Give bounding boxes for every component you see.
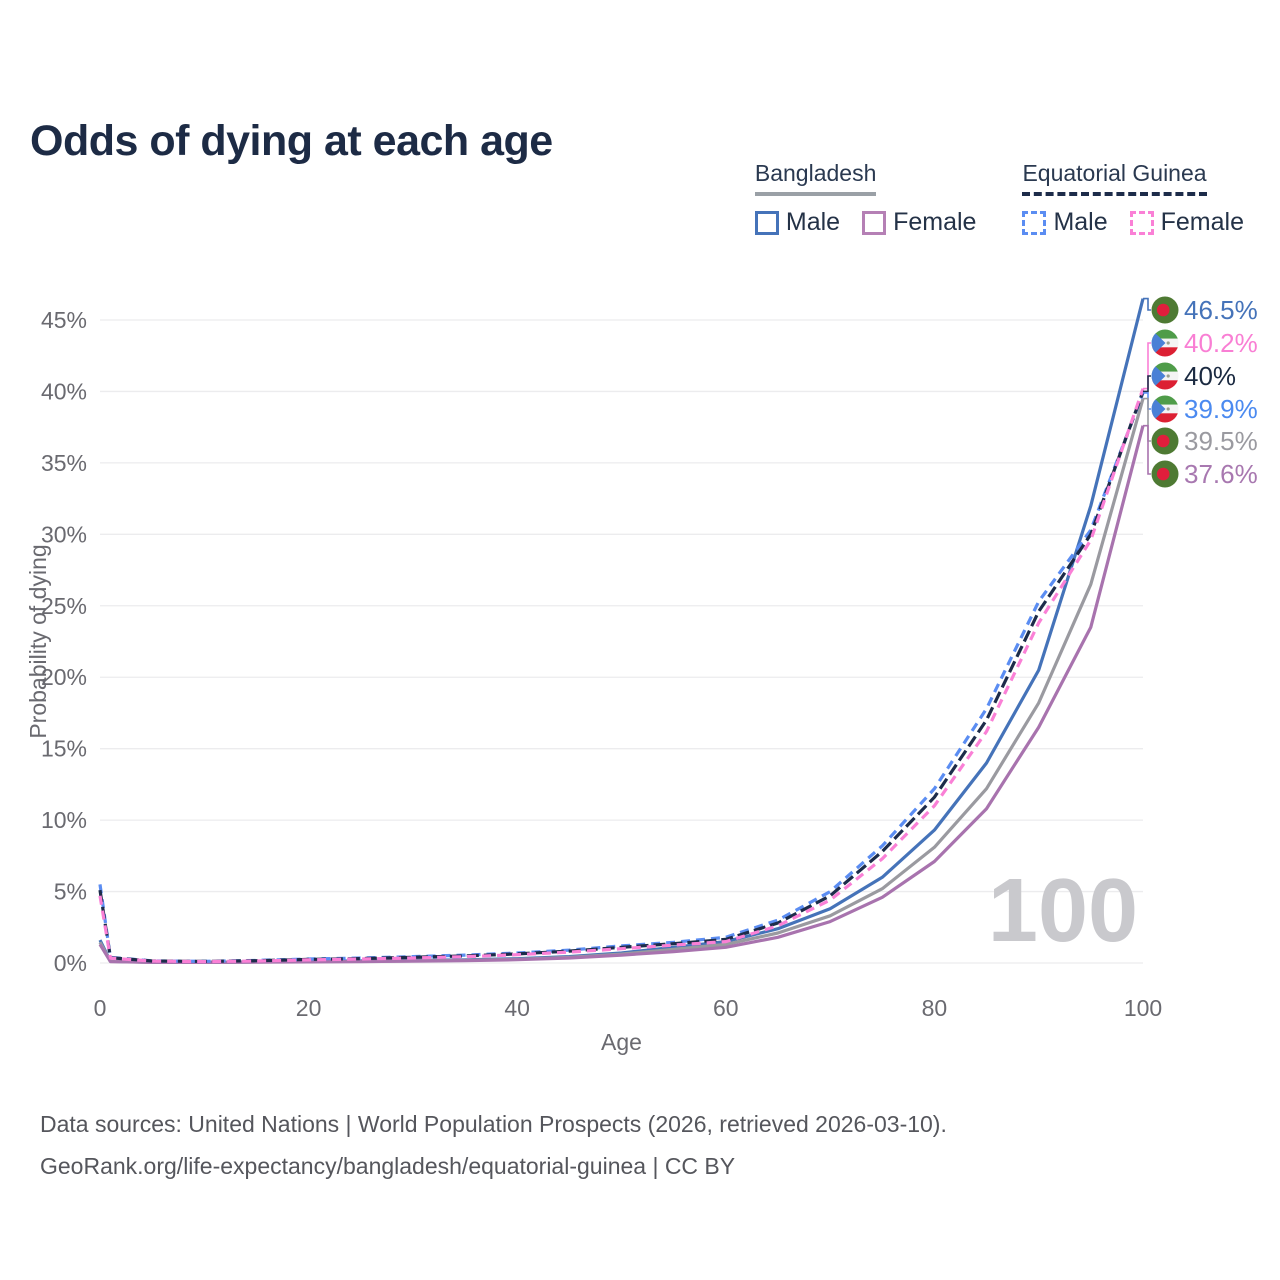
legend-group-bangladesh: Bangladesh Male Female [754, 160, 976, 237]
legend-item-bangladesh-male[interactable]: Male [754, 208, 841, 237]
x-tick-label: 80 [922, 995, 948, 1021]
checkbox-equatorial-guinea-male[interactable] [1022, 210, 1047, 235]
end-label-bd_all: 39.5% [1184, 426, 1258, 456]
legend-heading-equatorial-guinea: Equatorial Guinea [1022, 160, 1207, 196]
hovered-age-watermark: 100 [988, 861, 1138, 961]
end-label-bd_female: 37.6% [1184, 459, 1258, 489]
page-title: Odds of dying at each age [30, 116, 553, 165]
source-attribution: Data sources: United Nations | World Pop… [40, 1103, 947, 1187]
legend-label-equatorial-guinea-female: Female [1160, 208, 1244, 236]
x-tick-label: 60 [713, 995, 739, 1021]
bangladesh-flag-icon [1151, 427, 1179, 455]
legend-label-bangladesh-male: Male [785, 208, 841, 236]
bangladesh-flag-icon [1151, 460, 1179, 488]
legend-group-equatorial-guinea: Equatorial Guinea Male Female [1022, 160, 1244, 237]
series-line-eg_female[interactable] [98, 388, 1145, 964]
x-tick-label: 0 [94, 995, 107, 1021]
equatorial-guinea-flag-icon [1151, 329, 1179, 357]
end-label-eg_male: 39.9% [1184, 394, 1258, 424]
license-line: GeoRank.org/life-expectancy/bangladesh/e… [40, 1153, 736, 1179]
x-tick-label: 100 [1124, 995, 1162, 1021]
series-line-bd_female[interactable] [98, 425, 1145, 965]
y-tick-label: 25% [41, 593, 87, 619]
y-tick-label: 40% [41, 378, 87, 404]
series-line-bd_male[interactable] [98, 298, 1145, 964]
y-axis-title: Probability of dying [25, 544, 51, 738]
legend-item-bangladesh-female[interactable]: Female [862, 208, 976, 237]
end-label-eg_female: 40.2% [1184, 328, 1258, 358]
checkbox-bangladesh-male[interactable] [754, 210, 779, 235]
equatorial-guinea-flag-icon [1151, 362, 1179, 390]
label-connector-eg_all [1143, 375, 1151, 393]
series-line-bd_all[interactable] [98, 398, 1145, 965]
end-label-bd_male: 46.5% [1184, 295, 1258, 325]
label-connector-bd_male [1143, 297, 1151, 311]
checkbox-bangladesh-female[interactable] [862, 210, 887, 235]
legend-items-bangladesh: Male Female [754, 208, 976, 237]
series-line-eg_all[interactable] [98, 390, 1145, 964]
x-axis-title: Age [601, 1029, 642, 1055]
label-connector-bd_all [1143, 397, 1151, 442]
x-tick-label: 20 [296, 995, 322, 1021]
data-sources-line: Data sources: United Nations | World Pop… [40, 1111, 947, 1137]
checkbox-equatorial-guinea-female[interactable] [1129, 210, 1154, 235]
y-tick-label: 10% [41, 807, 87, 833]
legend: Bangladesh Male Female Equatorial Guinea… [754, 160, 1244, 237]
y-tick-label: 15% [41, 736, 87, 762]
label-connector-bd_female [1143, 424, 1151, 475]
x-tick-label: 40 [504, 995, 530, 1021]
y-tick-label: 0% [54, 950, 87, 976]
legend-heading-bangladesh: Bangladesh [754, 160, 877, 196]
legend-item-equatorial-guinea-female[interactable]: Female [1129, 208, 1244, 237]
label-connector-eg_female [1143, 342, 1151, 390]
legend-items-equatorial-guinea: Male Female [1022, 208, 1244, 237]
y-tick-label: 20% [41, 664, 87, 690]
y-tick-label: 30% [41, 521, 87, 547]
legend-item-equatorial-guinea-male[interactable]: Male [1022, 208, 1108, 237]
y-tick-label: 5% [54, 879, 87, 905]
legend-label-bangladesh-female: Female [893, 208, 977, 236]
y-tick-label: 35% [41, 450, 87, 476]
equatorial-guinea-flag-icon [1151, 395, 1179, 423]
label-connector-eg_male [1143, 392, 1151, 410]
bangladesh-flag-icon [1151, 296, 1179, 324]
legend-label-equatorial-guinea-male: Male [1053, 208, 1108, 236]
y-tick-label: 45% [41, 307, 87, 333]
end-label-eg_all: 40% [1184, 361, 1236, 391]
